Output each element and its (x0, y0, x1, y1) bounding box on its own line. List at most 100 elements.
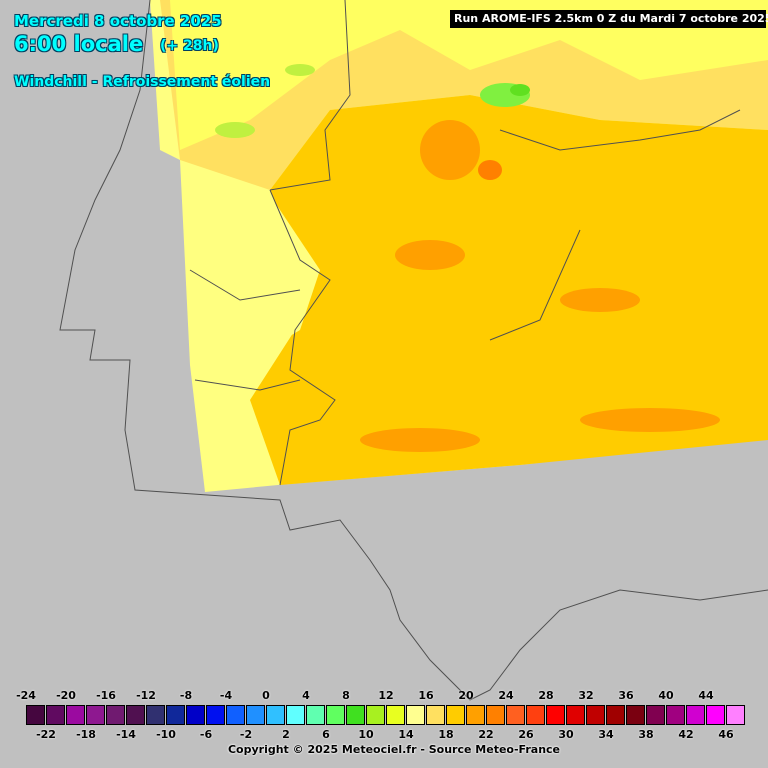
legend-swatch (326, 705, 345, 725)
legend-swatch (586, 705, 605, 725)
legend-swatch (546, 705, 565, 725)
legend-swatch (46, 705, 65, 725)
legend-label: -4 (219, 689, 233, 702)
warm-patch (360, 428, 480, 452)
legend-label: -2 (239, 728, 253, 741)
warm-patch (478, 160, 502, 180)
legend-swatch (486, 705, 505, 725)
legend-swatch (706, 705, 725, 725)
legend-swatch (526, 705, 545, 725)
cold-patch (285, 64, 315, 76)
legend-swatch (126, 705, 145, 725)
legend-label: 0 (262, 689, 270, 702)
legend-swatch (566, 705, 585, 725)
legend-label: 42 (678, 728, 694, 741)
legend-label: 10 (358, 728, 374, 741)
legend-label: -12 (136, 689, 156, 702)
legend-label: 6 (322, 728, 330, 741)
legend-swatch (366, 705, 385, 725)
legend-swatch (186, 705, 205, 725)
legend-swatch (646, 705, 665, 725)
border (269, 189, 336, 486)
cool-area (170, 0, 768, 150)
date: Mercredi 8 octobre 2025 (14, 12, 222, 30)
legend-swatch (226, 705, 245, 725)
legend-label: 36 (618, 689, 634, 702)
legend-swatch (426, 705, 445, 725)
lead-time: (+ 28h) (160, 38, 219, 54)
legend-label: 44 (698, 689, 714, 702)
legend-label: -14 (116, 728, 136, 741)
legend-swatch (66, 705, 85, 725)
legend-swatch (266, 705, 285, 725)
legend-label: -8 (179, 689, 193, 702)
legend-label: 46 (718, 728, 734, 741)
legend-label: 2 (282, 728, 290, 741)
legend-label: 32 (578, 689, 594, 702)
warm-area (250, 95, 768, 485)
legend-label: 34 (598, 728, 614, 741)
cold-patch (510, 84, 530, 96)
legend-label: 38 (638, 728, 654, 741)
legend-label: 30 (558, 728, 574, 741)
legend-swatch (686, 705, 705, 725)
legend-swatch (206, 705, 225, 725)
legend-label: 20 (458, 689, 474, 702)
legend-label: 8 (342, 689, 350, 702)
legend-swatch (106, 705, 125, 725)
time: 6:00 locale (14, 32, 144, 56)
legend-swatch (446, 705, 465, 725)
warm-patch (580, 408, 720, 432)
warm-patch (395, 240, 465, 270)
copyright: Copyright © 2025 Meteociel.fr - Source M… (227, 743, 561, 756)
legend-label: 16 (418, 689, 434, 702)
legend-label: 26 (518, 728, 534, 741)
coastline (59, 0, 768, 701)
legend-swatch (386, 705, 405, 725)
legend-label: 28 (538, 689, 554, 702)
legend-label: 12 (378, 689, 394, 702)
legend-swatch (86, 705, 105, 725)
border (489, 229, 581, 341)
legend-label: -22 (36, 728, 56, 741)
legend-swatch (346, 705, 365, 725)
legend-label: 40 (658, 689, 674, 702)
legend-label: -20 (56, 689, 76, 702)
legend-swatch (506, 705, 525, 725)
legend-label: -24 (16, 689, 36, 702)
legend-swatch (146, 705, 165, 725)
legend-swatch (666, 705, 685, 725)
legend-swatch (246, 705, 265, 725)
legend-label: -6 (199, 728, 213, 741)
legend-swatch (306, 705, 325, 725)
warm-patch (420, 120, 480, 180)
legend-label: 18 (438, 728, 454, 741)
border (189, 269, 301, 301)
legend-label: 4 (302, 689, 310, 702)
legend-swatch (26, 705, 45, 725)
border (194, 379, 301, 391)
legend-swatch (626, 705, 645, 725)
warm-patch (560, 288, 640, 312)
legend-swatch (406, 705, 425, 725)
parameter: Windchill - Refroissement éolien (14, 74, 271, 90)
run-info: Run AROME-IFS 2.5km 0 Z du Mardi 7 octob… (450, 10, 768, 28)
border (269, 0, 351, 191)
legend-swatch (726, 705, 745, 725)
legend-label: 14 (398, 728, 414, 741)
legend-label: 22 (478, 728, 494, 741)
legend-label: -16 (96, 689, 116, 702)
cool-area (190, 195, 320, 360)
legend-swatch (606, 705, 625, 725)
cold-patch (215, 122, 255, 138)
legend-swatch (166, 705, 185, 725)
legend-label: 24 (498, 689, 514, 702)
borders (59, 0, 768, 701)
border (499, 109, 741, 151)
legend-label: -18 (76, 728, 96, 741)
legend-swatch (286, 705, 305, 725)
legend-label: -10 (156, 728, 176, 741)
legend-swatch (466, 705, 485, 725)
